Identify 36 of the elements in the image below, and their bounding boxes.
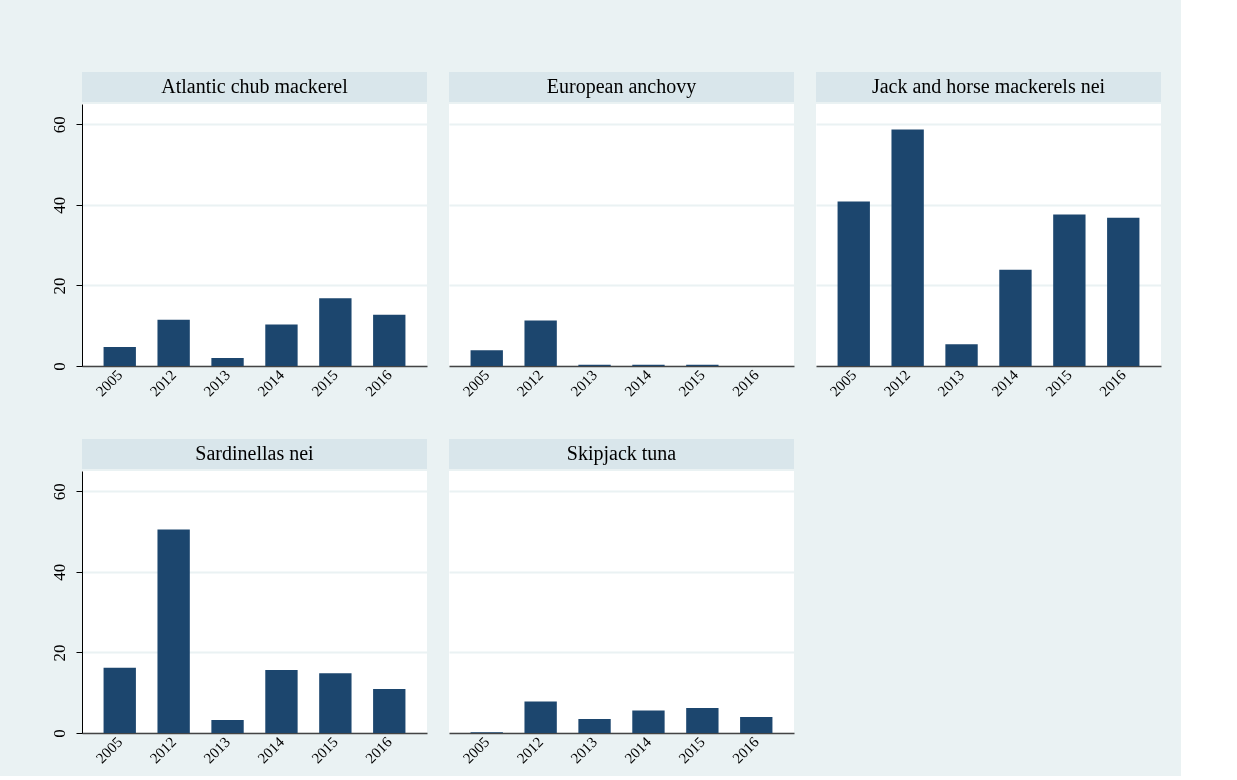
chart-title: Sardinellas nei [195,442,315,464]
bar [837,201,870,366]
bar [891,129,924,366]
chart-title: Skipjack tuna [566,442,677,465]
bar [524,701,557,733]
y-tick-label: 40 [49,196,69,214]
bar [373,689,406,733]
bar [157,529,190,733]
y-tick-label: 60 [49,116,69,134]
bar [1053,214,1086,366]
bar [740,716,773,733]
y-tick-label: 20 [49,644,69,662]
bar [103,347,136,366]
bar [945,344,978,366]
bar [686,708,719,733]
y-tick-label: 0 [49,729,69,738]
bar [632,710,665,733]
bar [999,269,1032,366]
bar [265,670,298,733]
bar [319,673,352,733]
bar [319,298,352,366]
y-tick-label: 20 [49,277,69,295]
bar [373,314,406,366]
bar [1107,217,1140,366]
bar [157,319,190,366]
chart-title: Atlantic chub mackerel [161,75,349,97]
bar [211,357,244,366]
chart-title: European anchovy [546,75,697,98]
bar [103,667,136,733]
y-tick-label: 60 [49,483,69,501]
chart-title: Jack and horse mackerels nei [871,75,1106,97]
bar [211,720,244,733]
y-tick-label: 40 [49,563,69,581]
bar [578,718,611,733]
y-tick-label: 0 [49,362,69,371]
bar [265,324,298,366]
